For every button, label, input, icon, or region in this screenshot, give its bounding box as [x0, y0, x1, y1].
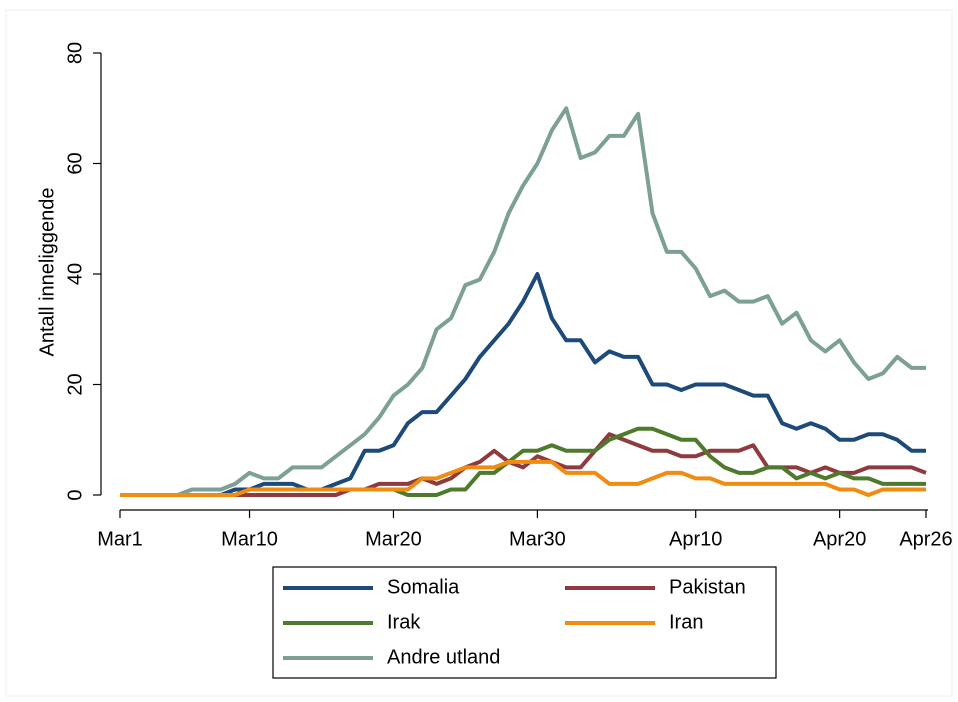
legend-label: Iran [669, 611, 703, 633]
y-tick-label: 20 [64, 373, 86, 395]
y-axis-title: Antall inneliggende [36, 187, 58, 356]
y-tick-label: 60 [64, 152, 86, 174]
series-line [120, 432, 927, 497]
legend-label: Somalia [387, 576, 460, 598]
x-tick-label: Mar20 [365, 528, 422, 550]
series-line [120, 106, 926, 497]
x-tick-label: Apr26 [899, 528, 952, 550]
x-tick-label: Mar30 [509, 528, 566, 550]
legend-label: Andre utland [387, 646, 500, 668]
legend-label: Irak [387, 611, 421, 633]
x-tick-label: Apr10 [669, 528, 722, 550]
series-line [120, 459, 926, 497]
x-tick-label: Mar1 [97, 528, 143, 550]
y-tick-label: 40 [64, 263, 86, 285]
y-tick-label: 0 [64, 489, 86, 500]
y-tick-label: 80 [64, 42, 86, 64]
x-tick-label: Apr20 [813, 528, 866, 550]
x-tick-label: Mar10 [221, 528, 278, 550]
legend-label: Pakistan [669, 576, 746, 598]
